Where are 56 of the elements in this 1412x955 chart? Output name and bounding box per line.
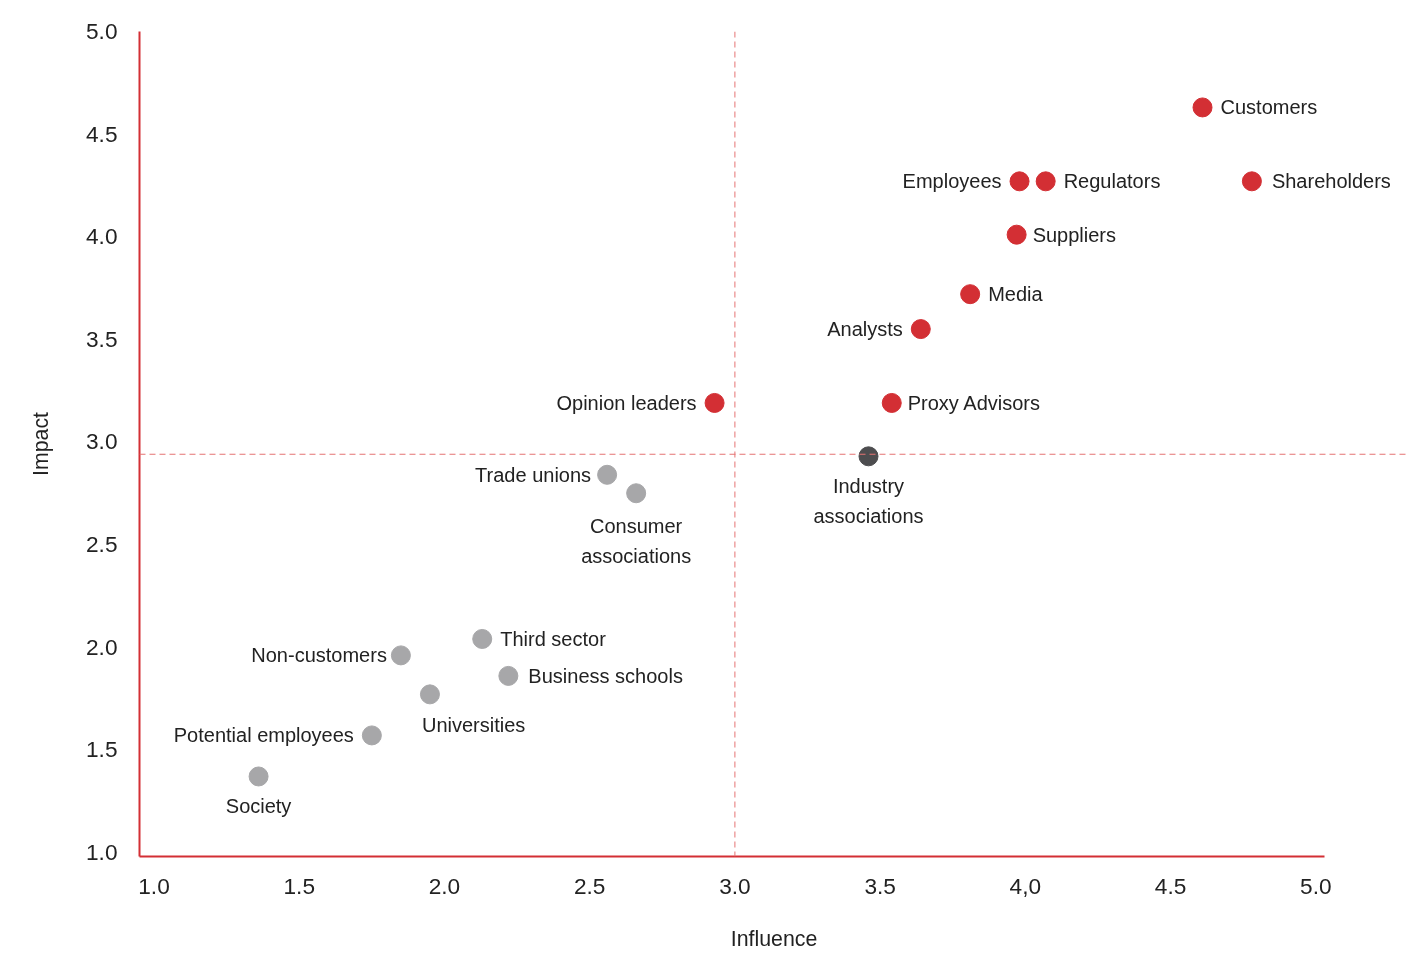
point xyxy=(390,645,411,666)
point xyxy=(498,665,519,686)
annotation: Universities xyxy=(421,714,526,737)
x-tick-label: 1.5 xyxy=(283,872,315,899)
annotation: Media xyxy=(988,283,1044,306)
point xyxy=(1006,224,1027,245)
y-tick-label: 1.5 xyxy=(86,736,118,763)
annotation: Customers xyxy=(1220,96,1318,119)
y-tick-label: 5.0 xyxy=(86,18,118,44)
y-tick-label: 4.0 xyxy=(86,223,118,250)
annotation: Regulators xyxy=(1063,170,1161,193)
x-axis-title: Influence xyxy=(730,926,818,951)
x-tick-label: 3.0 xyxy=(719,872,751,899)
point xyxy=(248,766,269,787)
point xyxy=(858,446,879,467)
x-tick-label: 4.5 xyxy=(1154,872,1187,899)
annotation: Proxy Advisors xyxy=(907,391,1041,414)
x-tick-label: 4,0 xyxy=(1009,872,1042,899)
annotation: Industry associations xyxy=(813,475,924,528)
annotation: Suppliers xyxy=(1032,223,1117,246)
y-tick-label: 2.0 xyxy=(86,633,118,660)
y-tick-label: 3.0 xyxy=(86,428,118,455)
y-tick-label: 3.5 xyxy=(86,325,118,352)
x-tick-label: 2.0 xyxy=(428,872,461,899)
x-tick-label: 3.5 xyxy=(864,872,896,899)
annotation: Potential employees xyxy=(173,724,354,747)
annotation: Third sector xyxy=(500,627,607,650)
point xyxy=(419,684,440,705)
annotation: Opinion leaders xyxy=(556,391,697,414)
point xyxy=(597,464,618,485)
point xyxy=(1009,171,1030,192)
y-tick-label: 2.5 xyxy=(86,531,118,558)
y-tick-label: 1.0 xyxy=(86,838,118,865)
point xyxy=(626,483,647,504)
point xyxy=(1241,171,1262,192)
point xyxy=(1192,97,1213,118)
x-tick-label: 2.5 xyxy=(573,872,606,899)
x-tick-label: 1.0 xyxy=(138,872,170,899)
annotation: Business schools xyxy=(528,664,683,687)
point xyxy=(960,284,981,305)
annotation: Analysts xyxy=(827,318,903,341)
point xyxy=(704,392,725,413)
annotation: Non-customers xyxy=(251,644,387,667)
annotation: Trade unions xyxy=(475,463,592,486)
annotation: Shareholders xyxy=(1271,170,1391,193)
point xyxy=(472,628,493,649)
point xyxy=(361,725,382,746)
annotation: Consumer associations xyxy=(581,515,692,568)
y-tick-label: 4.5 xyxy=(86,120,118,147)
point xyxy=(910,319,931,340)
annotation: Society xyxy=(225,795,292,818)
y-axis-title: Impact xyxy=(29,411,53,476)
point xyxy=(881,392,902,413)
annotation: Employees xyxy=(902,170,1002,193)
point xyxy=(1035,171,1056,192)
x-tick-label: 5.0 xyxy=(1300,872,1332,899)
